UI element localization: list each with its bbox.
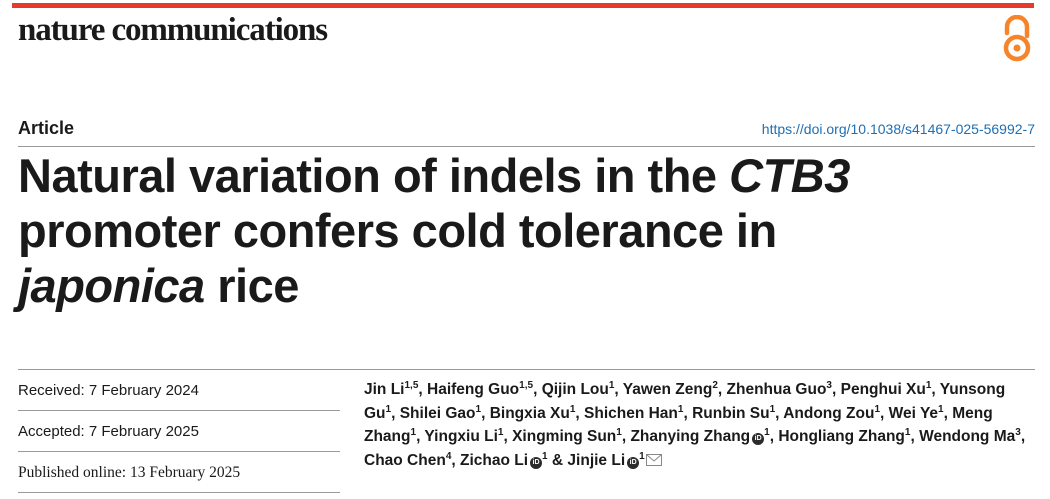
orcid-icon[interactable]: iD <box>752 433 765 445</box>
affiliation-superscript: 1 <box>764 427 770 438</box>
author-item: Xingming Sun1 <box>512 427 622 446</box>
article-title: Natural variation of indels in the CTB3 p… <box>18 149 850 312</box>
author-name[interactable]: Yawen Zeng <box>622 381 713 398</box>
affiliation-superscript: 1 <box>569 403 576 415</box>
author-name[interactable]: Andong Zou <box>783 404 875 422</box>
author-name[interactable]: Meng Zhang <box>364 404 993 446</box>
affiliation-superscript: 1 <box>385 403 392 415</box>
author-item: Yingxiu Li1 <box>424 427 504 446</box>
affiliation-superscript: 1 <box>608 380 615 391</box>
doi-link[interactable]: https://doi.org/10.1038/s41467-025-56992… <box>761 121 1035 137</box>
author-name[interactable]: Runbin Su <box>692 404 770 422</box>
author-name[interactable]: Chao Chen <box>364 451 446 469</box>
affiliation-superscript: 1 <box>904 427 911 438</box>
affiliation-superscript: 1 <box>769 403 776 415</box>
author-name[interactable]: Haifeng Guo <box>427 381 520 398</box>
author-item: Zhenhua Guo3 <box>726 380 832 399</box>
journal-name[interactable]: nature communications <box>18 12 328 48</box>
author-item: Wei Ye1 <box>888 403 944 422</box>
received-date: Received: 7 February 2024 <box>18 370 340 411</box>
author-item: Zichao Li iD1 <box>460 450 548 469</box>
affiliation-superscript: 1 <box>616 427 622 438</box>
author-item: Meng Zhang1 <box>364 405 993 446</box>
accepted-date: Accepted: 7 February 2025 <box>18 411 340 452</box>
author-item: Jin Li1,5 <box>364 380 419 399</box>
affiliation-superscript: 1,5 <box>519 380 534 391</box>
author-name[interactable]: Hongliang Zhang <box>778 428 905 445</box>
affiliation-superscript: 1 <box>925 380 932 391</box>
author-name[interactable]: Qijin Lou <box>541 381 609 398</box>
author-name[interactable]: Jinjie Li <box>567 451 626 469</box>
affiliation-superscript: 4 <box>445 450 452 462</box>
author-name[interactable]: Wendong Ma <box>919 428 1016 445</box>
author-name[interactable]: Shichen Han <box>584 404 678 422</box>
affiliation-superscript: 2 <box>712 380 718 391</box>
author-name[interactable]: Zhanying Zhang <box>630 428 751 445</box>
author-item: Yawen Zeng2 <box>622 380 718 399</box>
author-item: Shichen Han1 <box>584 403 684 422</box>
author-list: Jin Li1,5, Haifeng Guo1,5, Qijin Lou1, Y… <box>364 380 1026 469</box>
affiliation-superscript: 1,5 <box>404 380 419 391</box>
article-type: Article <box>18 118 75 138</box>
orcid-icon[interactable]: iD <box>627 456 640 469</box>
author-item: Jinjie Li iD1 <box>567 450 662 469</box>
mail-icon[interactable] <box>645 453 662 466</box>
dates-panel: Received: 7 February 2024 Accepted: 7 Fe… <box>18 370 340 493</box>
open-access-icon <box>1003 15 1031 62</box>
affiliation-superscript: 1 <box>874 403 881 415</box>
divider <box>18 146 1035 147</box>
author-name[interactable]: Zichao Li <box>460 451 529 469</box>
author-name[interactable]: Penghui Xu <box>840 381 926 398</box>
affiliation-superscript: 1 <box>542 450 548 462</box>
orcid-icon[interactable]: iD <box>530 456 543 469</box>
author-item: Runbin Su1 <box>692 403 776 422</box>
affiliation-superscript: 3 <box>826 380 832 391</box>
author-name[interactable]: Shilei Gao <box>399 404 476 422</box>
affiliation-superscript: 1 <box>497 427 504 438</box>
author-name[interactable]: Bingxia Xu <box>489 404 570 422</box>
author-item: Yunsong Gu1 <box>364 381 1005 422</box>
published-date: Published online: 13 February 2025 <box>18 452 340 493</box>
author-name[interactable]: Zhenhua Guo <box>726 381 827 398</box>
author-item: Qijin Lou1 <box>541 380 615 399</box>
author-name[interactable]: Yunsong Gu <box>364 381 1006 422</box>
affiliation-superscript: 1 <box>938 403 944 415</box>
author-name[interactable]: Yingxiu Li <box>424 428 498 445</box>
author-name[interactable]: Xingming Sun <box>512 428 617 445</box>
brand-bar <box>12 3 1034 8</box>
author-item: Hongliang Zhang1 <box>778 427 911 446</box>
affiliation-superscript: 1 <box>410 427 417 438</box>
author-item: Zhanying Zhang iD1 <box>630 427 770 445</box>
affiliation-superscript: 1 <box>677 403 684 415</box>
author-name[interactable]: Jin Li <box>364 381 405 398</box>
affiliation-superscript: 3 <box>1015 427 1021 438</box>
divider <box>18 369 1035 370</box>
affiliation-superscript: 1 <box>639 450 645 462</box>
author-item: Andong Zou1 <box>783 403 881 422</box>
author-item: Chao Chen4 <box>364 450 452 469</box>
affiliation-superscript: 1 <box>475 403 482 415</box>
author-item: Haifeng Guo1,5 <box>427 380 534 399</box>
author-item: Bingxia Xu1 <box>489 403 576 422</box>
author-name[interactable]: Wei Ye <box>888 404 939 422</box>
author-item: Penghui Xu1 <box>840 380 932 399</box>
author-item: Shilei Gao1 <box>399 403 482 422</box>
author-item: Wendong Ma3 <box>919 427 1021 446</box>
